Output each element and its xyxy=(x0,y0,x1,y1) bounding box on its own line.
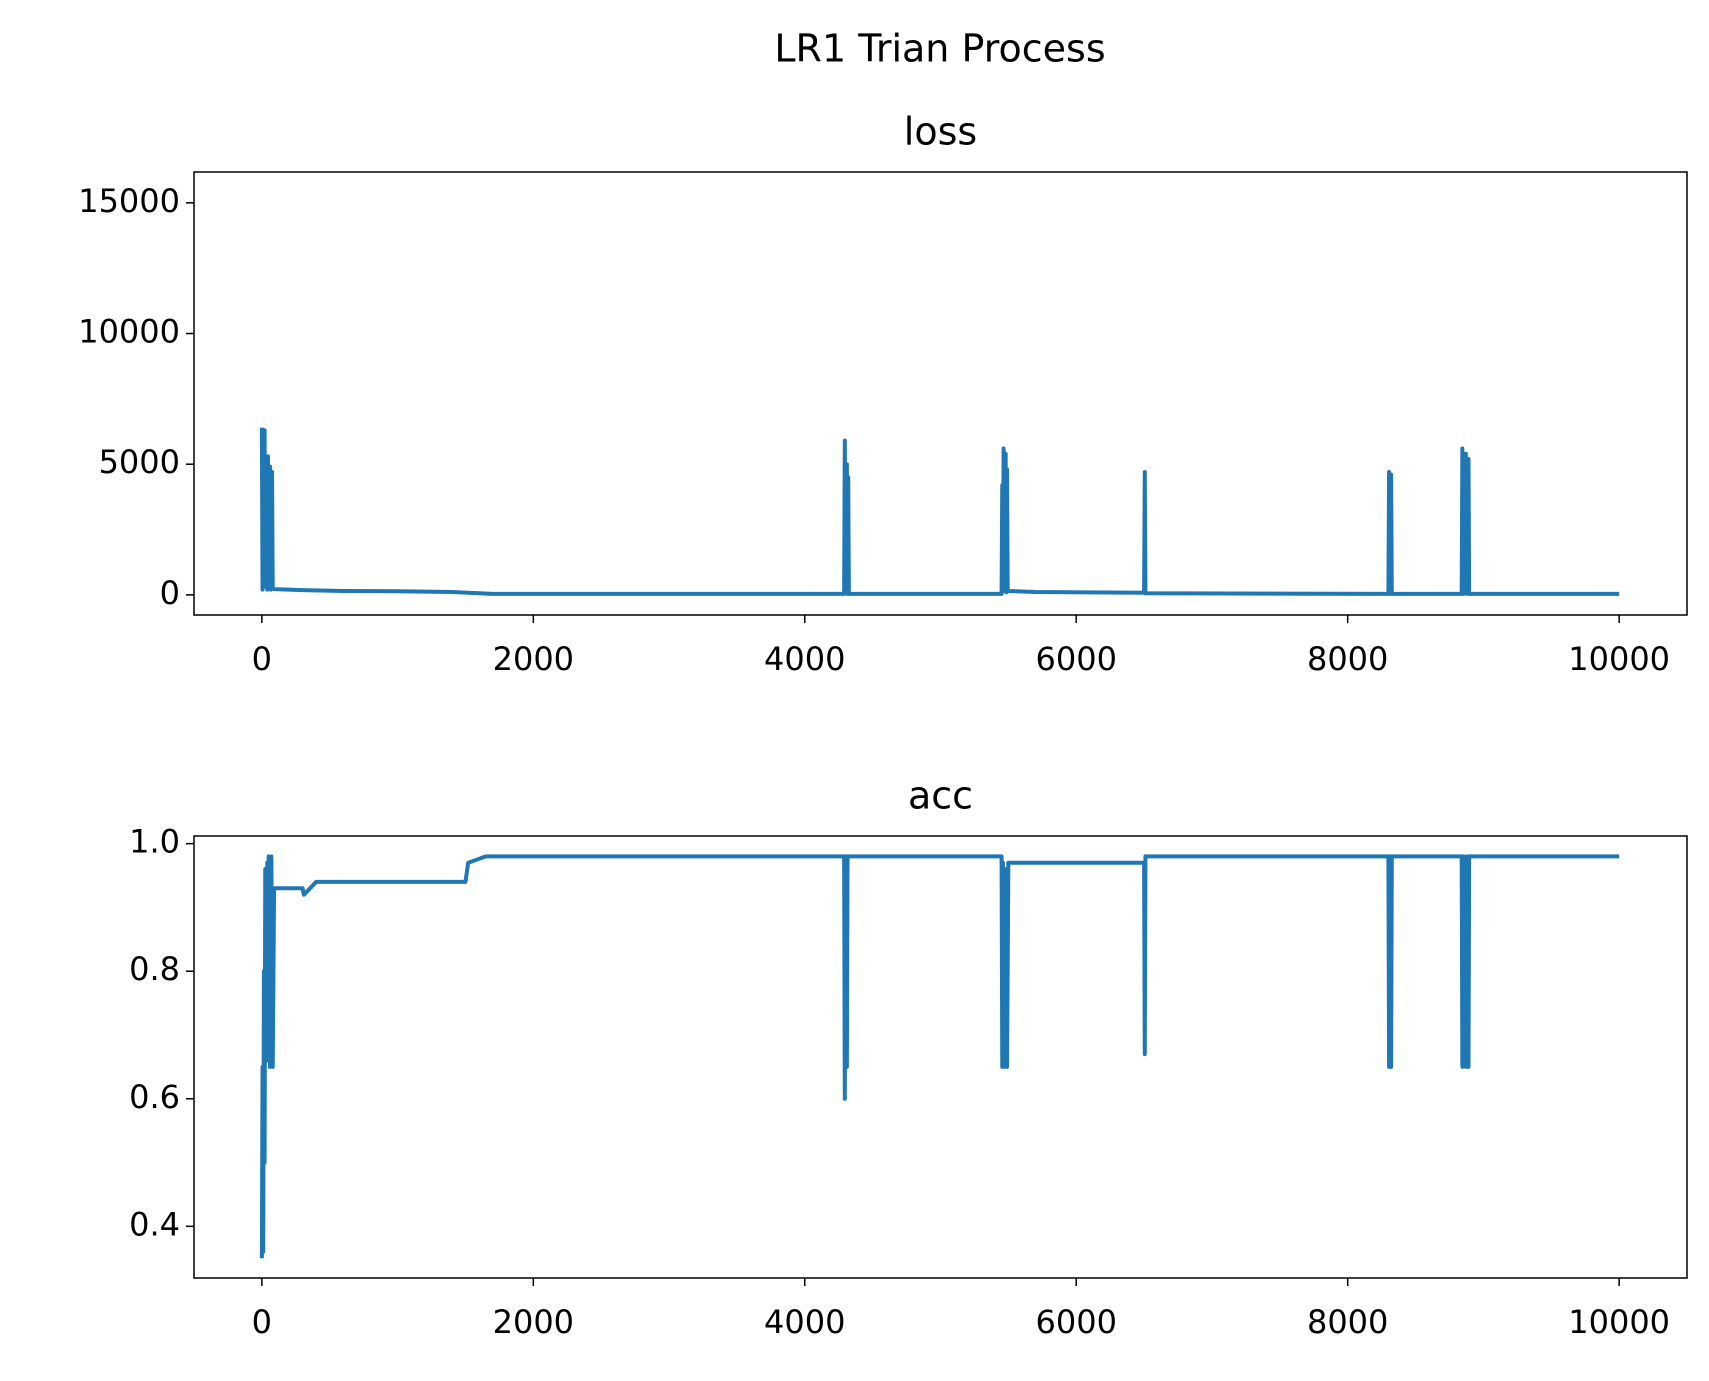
line xyxy=(259,854,1620,1259)
y-tick-label: 5000 xyxy=(99,443,180,481)
y-tick-label: 0 xyxy=(160,574,180,612)
y-tick-label: 0.4 xyxy=(129,1205,180,1243)
x-tick-label: 8000 xyxy=(1307,1303,1388,1341)
x-tick-label: 0 xyxy=(252,1303,272,1341)
x-tick-label: 10000 xyxy=(1568,640,1670,678)
x-tick-label: 2000 xyxy=(493,1303,574,1341)
x-tick-label: 10000 xyxy=(1568,1303,1670,1341)
y-tick-label: 0.6 xyxy=(129,1078,180,1116)
x-tick-label: 0 xyxy=(252,640,272,678)
x-tick-label: 4000 xyxy=(764,640,845,678)
x-tick-label: 6000 xyxy=(1036,1303,1117,1341)
chart-title: acc xyxy=(908,774,973,818)
y-tick-label: 1.0 xyxy=(129,823,180,861)
x-tick-label: 8000 xyxy=(1307,640,1388,678)
x-tick-label: 2000 xyxy=(493,640,574,678)
line xyxy=(259,427,1620,596)
y-tick-label: 15000 xyxy=(78,182,180,220)
y-tick-label: 0.8 xyxy=(129,950,180,988)
plot-frame xyxy=(193,171,1688,616)
chart-title: loss xyxy=(904,110,977,154)
figure-title: LR1 Trian Process xyxy=(774,27,1105,71)
x-tick-label: 6000 xyxy=(1036,640,1117,678)
x-tick-label: 4000 xyxy=(764,1303,845,1341)
y-tick-label: 10000 xyxy=(78,313,180,351)
plot-frame xyxy=(193,835,1688,1279)
